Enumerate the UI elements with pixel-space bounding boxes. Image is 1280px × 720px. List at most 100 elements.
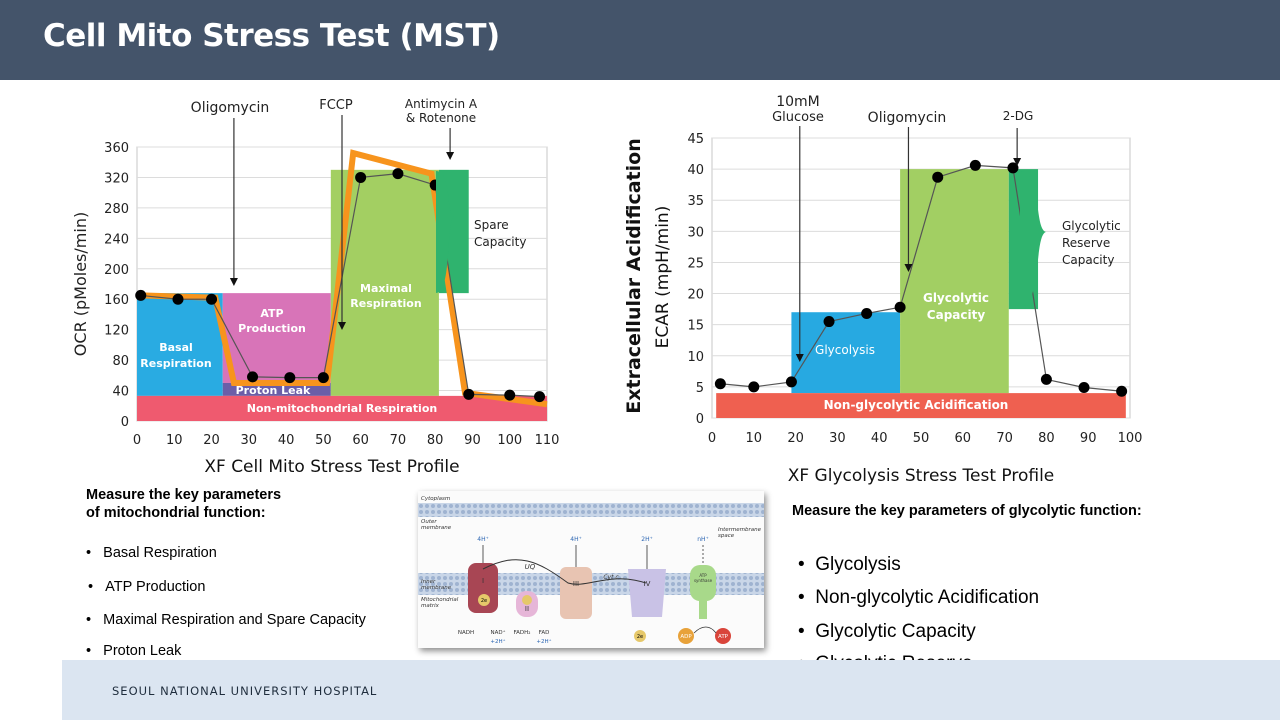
y-tick-label: 360 [104, 141, 129, 156]
proton-leak-label: Proton Leak [236, 384, 311, 397]
complex-label: II [525, 605, 529, 613]
data-point [463, 388, 475, 400]
proton-label: 4H⁺ [570, 536, 582, 543]
diagram-label: Mitochondrial [421, 597, 459, 603]
data-point [172, 293, 184, 305]
y-tick-label: 30 [687, 225, 704, 240]
y-tick-label: 240 [104, 232, 129, 247]
glycolytic-capacity-label-2: Capacity [927, 308, 986, 322]
y-tick-label: 10 [687, 350, 704, 365]
y-tick-label: 5 [696, 381, 704, 396]
metabolite-label: +2H⁺ [536, 638, 551, 645]
electron-path [482, 559, 647, 585]
data-point [247, 371, 259, 383]
glycolytic-capacity-label-1: Glycolytic [923, 291, 989, 305]
electron-icon [478, 594, 490, 606]
twodg-injection-label: 2-DG [1003, 109, 1034, 123]
y-tick-label: 40 [687, 163, 704, 178]
x-tick-label: 80 [1038, 431, 1055, 446]
electron-icon [522, 595, 532, 605]
electron-icon [634, 630, 646, 642]
metabolite-label: NAD⁺ [490, 629, 505, 636]
injection-arrow-head [904, 264, 913, 272]
x-tick-label: 40 [278, 433, 295, 448]
glyco-profile-title: XF Glycolysis Stress Test Profile [788, 466, 1055, 486]
y-tick-label: 160 [104, 293, 129, 308]
footer-institution: SEOUL NATIONAL UNIVERSITY HOSPITAL [112, 684, 378, 698]
injection-arrow-head [446, 152, 455, 160]
title-bar: Cell Mito Stress Test (MST) [0, 0, 1280, 80]
data-point [932, 171, 944, 183]
data-point [861, 307, 873, 319]
complex-iv [628, 569, 666, 617]
glyco-y-axis-label-2: ECAR (mpH/min) [653, 206, 673, 349]
data-point [284, 372, 296, 384]
reserve-label-3: Capacity [1062, 253, 1114, 267]
diagram-label: membrane [421, 525, 452, 531]
mito-bullet-text: Basal Respiration [103, 545, 217, 561]
glycolysis-region-label: Glycolysis [815, 343, 875, 357]
injection-arrow-head [795, 354, 804, 362]
basal-label-1: Basal [159, 341, 193, 354]
x-tick-label: 80 [427, 433, 444, 448]
y-tick-label: 35 [687, 194, 704, 209]
y-tick-label: 200 [104, 263, 129, 278]
y-tick-label: 0 [121, 415, 129, 430]
glyco-y-axis-label-1: Extracellular Acidification [623, 138, 645, 413]
x-tick-label: 60 [955, 431, 972, 446]
basal-label-2: Respiration [140, 357, 211, 370]
data-point [823, 316, 835, 328]
electron-label: 2e [481, 598, 487, 604]
mito-y-axis-label: OCR (pMoles/min) [71, 212, 90, 356]
x-tick-label: 90 [1080, 431, 1097, 446]
mito-bullet-4: • Proton Leak [86, 643, 182, 659]
reserve-label-2: Reserve [1062, 236, 1110, 250]
atp-label: ATP [718, 634, 729, 640]
mito-bullet-text: ATP Production [105, 579, 206, 595]
nonmito-label: Non-mitochondrial Respiration [247, 402, 437, 415]
oligomycin-injection-label-2: Oligomycin [868, 110, 947, 126]
mito-bullet-1: • Basal Respiration [86, 545, 217, 561]
region-non-glycolytic-acidification [716, 393, 1126, 418]
glucose-injection-label-1: 10mM [776, 94, 820, 110]
y-tick-label: 0 [696, 412, 704, 427]
data-point [534, 391, 546, 403]
y-tick-label: 15 [687, 319, 704, 334]
x-tick-label: 30 [829, 431, 846, 446]
metabolite-label: FADH₂ [514, 630, 531, 636]
x-tick-label: 0 [133, 433, 141, 448]
proton-label: nH⁺ [697, 536, 708, 543]
complex-label: IV [644, 580, 651, 588]
mito-heading-line2: of mitochondrial function: [86, 505, 266, 521]
data-point [392, 168, 404, 180]
atp-synthase-stalk [699, 601, 707, 619]
y-tick-label: 45 [687, 132, 704, 147]
x-tick-label: 30 [241, 433, 258, 448]
data-point [714, 378, 726, 390]
metabolite-label: NADH [458, 630, 474, 636]
data-point [1040, 373, 1052, 385]
x-tick-label: 110 [535, 433, 560, 448]
x-tick-label: 0 [708, 431, 716, 446]
slide-title: Cell Mito Stress Test (MST) [43, 18, 500, 54]
injection-arrow-head [338, 322, 346, 330]
atp-synthase [690, 565, 716, 601]
mito-bullet-3: • Maximal Respiration and Spare Capacity [86, 612, 366, 628]
series-line [720, 164, 1122, 392]
x-tick-label: 70 [996, 431, 1013, 446]
x-tick-label: 100 [1118, 431, 1143, 446]
data-point [1116, 385, 1128, 397]
oligomycin-injection-label: Oligomycin [191, 100, 270, 116]
adp-icon [678, 628, 694, 644]
data-point [504, 389, 516, 401]
y-tick-label: 80 [112, 354, 129, 369]
x-tick-label: 50 [315, 433, 332, 448]
x-tick-label: 100 [497, 433, 522, 448]
antimycin-injection-label-1: Antimycin A [405, 97, 478, 111]
region-atp-production [222, 293, 331, 383]
data-point [135, 289, 147, 301]
glyco-bullet-2: • Non-glycolytic Acidification [798, 587, 1040, 608]
diagram-label: matrix [421, 603, 440, 609]
data-point [355, 171, 367, 183]
